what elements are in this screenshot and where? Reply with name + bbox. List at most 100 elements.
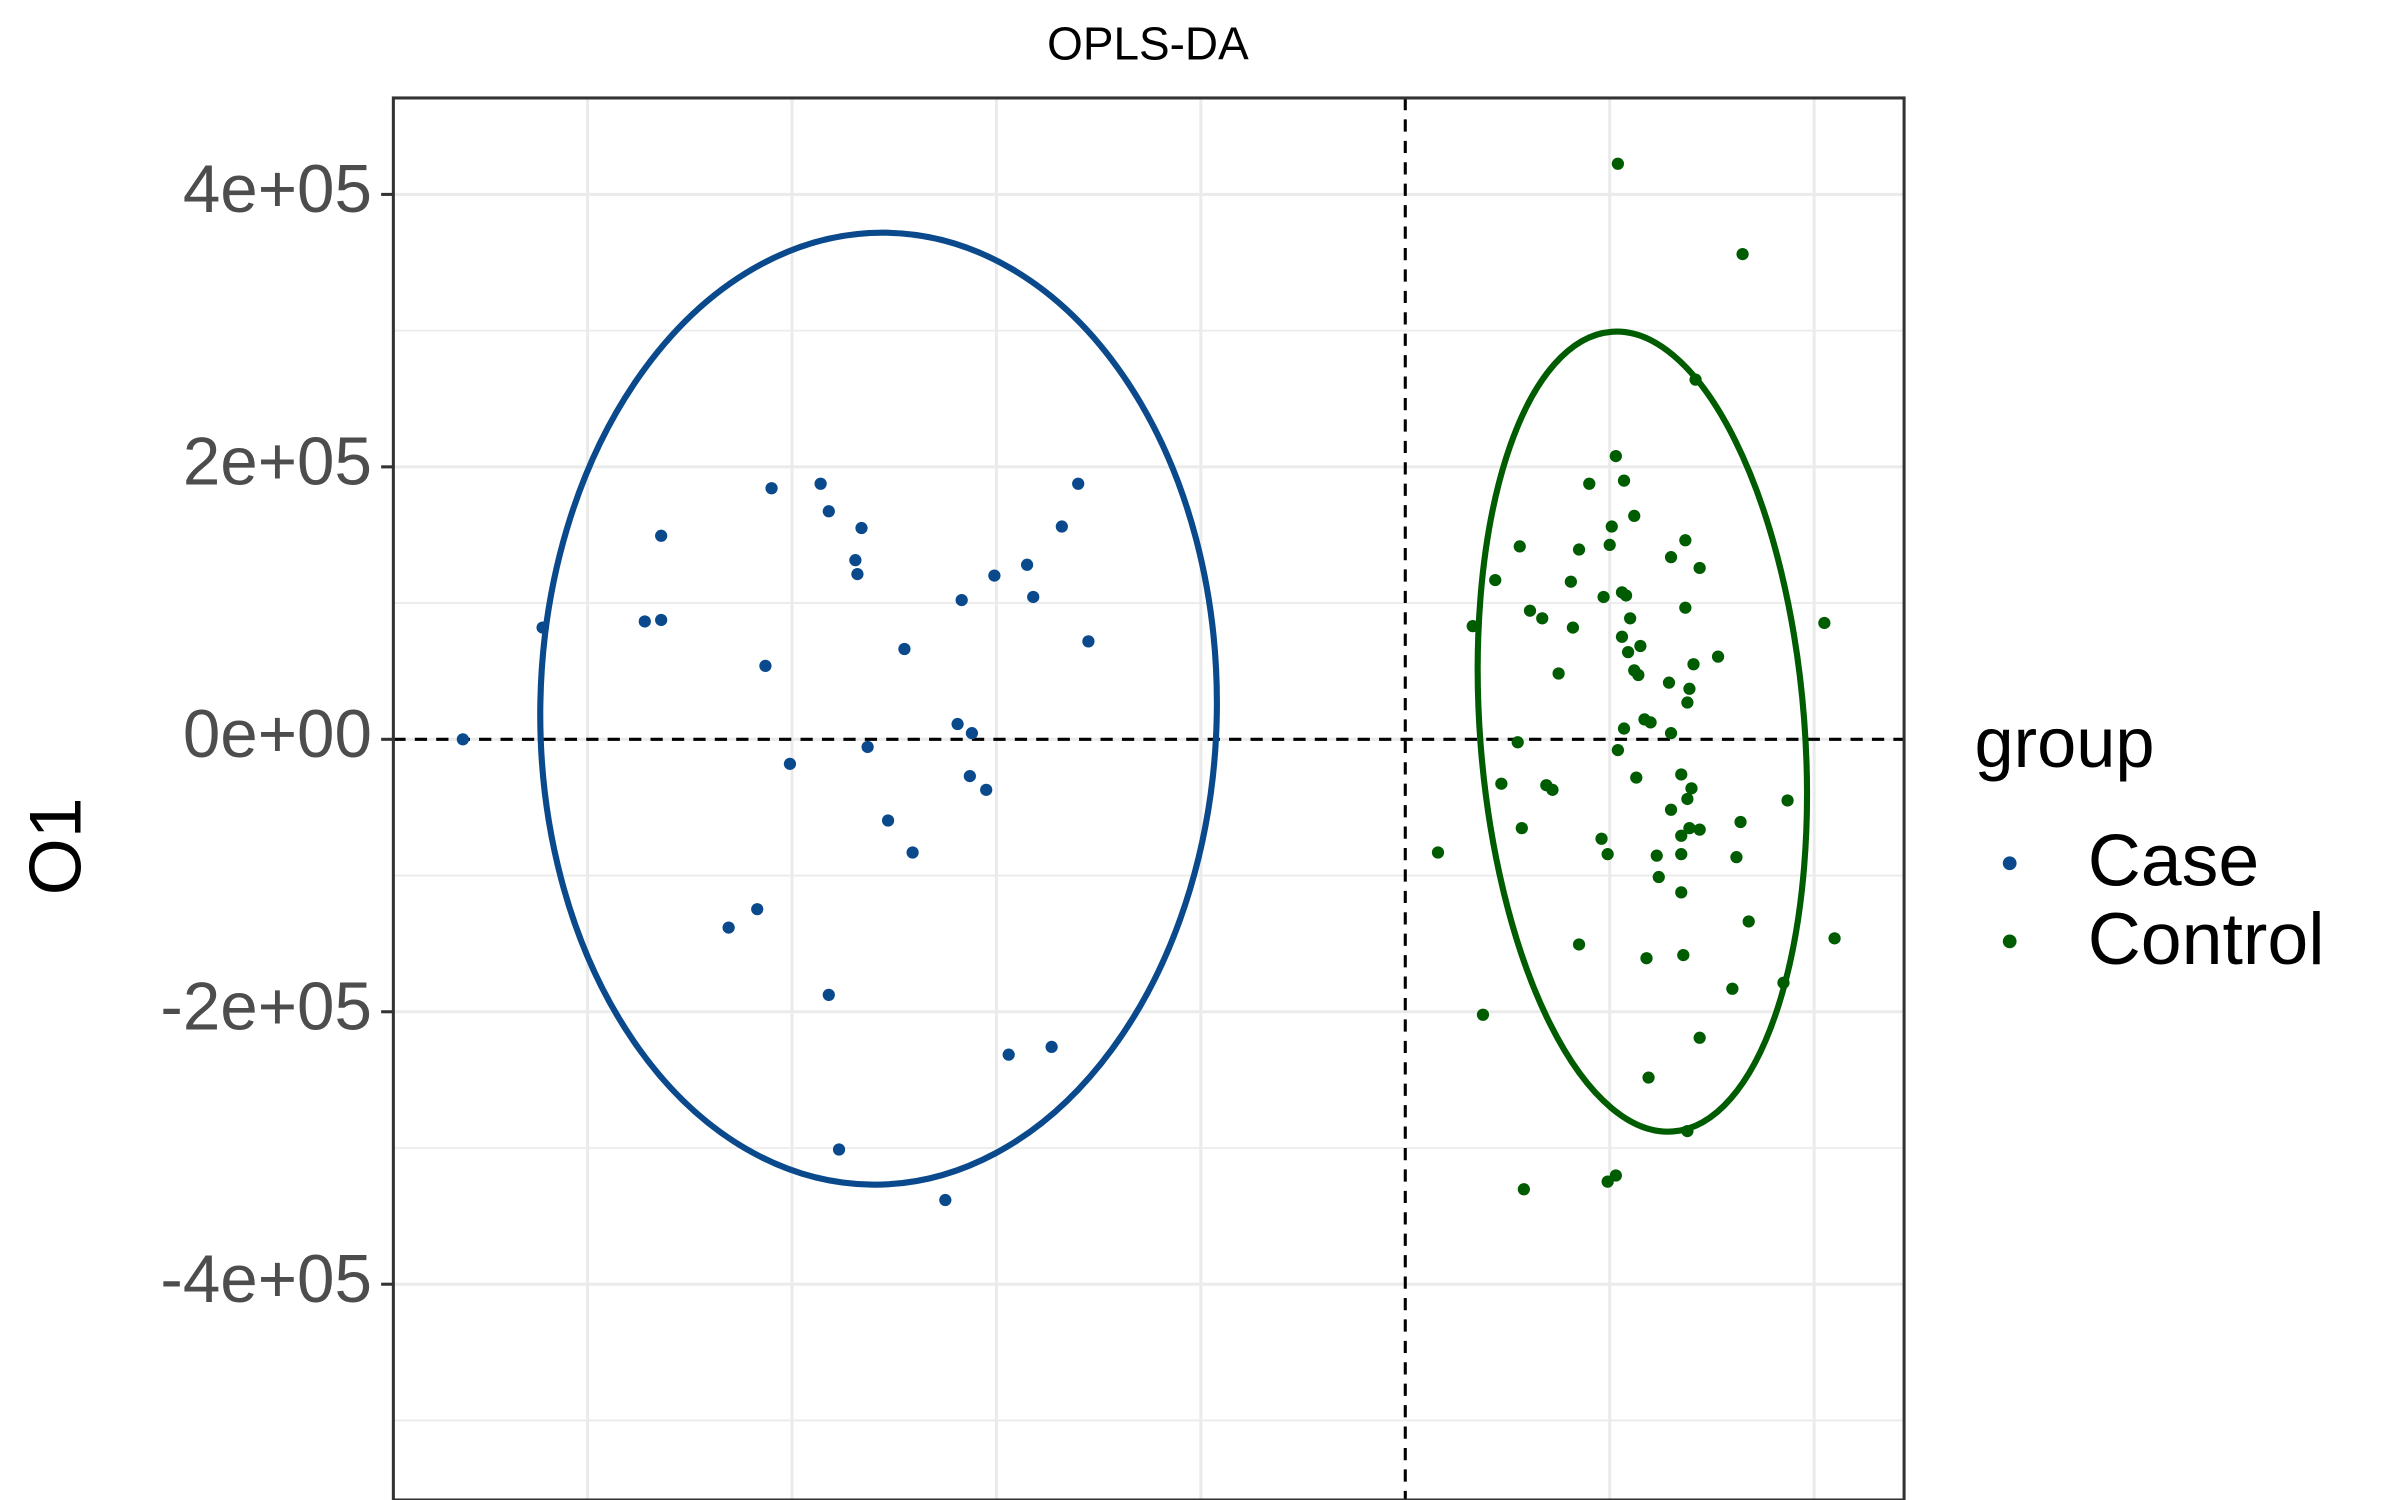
point <box>783 757 797 770</box>
point <box>1082 635 1095 648</box>
point <box>1609 449 1622 463</box>
point <box>1634 639 1647 653</box>
point <box>638 615 651 628</box>
point <box>965 727 979 740</box>
point <box>1679 601 1692 614</box>
point <box>1002 1048 1015 1061</box>
point <box>1572 543 1586 556</box>
point <box>1027 590 1040 604</box>
point <box>1583 477 1596 490</box>
point <box>861 740 874 754</box>
point <box>1624 612 1637 625</box>
point <box>1536 612 1549 625</box>
point <box>1677 948 1690 962</box>
point <box>1734 815 1747 829</box>
point <box>1644 716 1657 729</box>
point <box>1683 822 1696 835</box>
point <box>1601 848 1614 861</box>
point <box>1681 792 1694 806</box>
plot-background <box>393 97 1905 1500</box>
point <box>759 659 772 673</box>
point <box>1689 373 1702 386</box>
point <box>1595 832 1608 845</box>
point <box>1726 982 1739 995</box>
point <box>751 903 764 916</box>
ellipses <box>537 229 1811 1188</box>
point <box>1617 722 1631 735</box>
point <box>1513 540 1526 553</box>
point <box>1617 474 1631 487</box>
point <box>814 477 827 490</box>
point <box>1072 477 1085 490</box>
point <box>1681 696 1694 709</box>
point <box>1511 736 1524 749</box>
y-tick-label: 4e+05 <box>183 152 372 227</box>
point <box>1693 1031 1706 1044</box>
point <box>1679 534 1692 547</box>
point <box>951 717 964 731</box>
y-tick-label: 2e+05 <box>183 425 372 500</box>
point <box>1675 886 1688 899</box>
y-tick-label: -4e+05 <box>160 1242 372 1317</box>
point <box>722 921 735 934</box>
point <box>536 621 549 634</box>
point <box>1630 771 1643 784</box>
point <box>1818 616 1831 630</box>
points <box>456 157 1841 1207</box>
point <box>1605 520 1618 533</box>
point <box>1564 575 1577 588</box>
point <box>1683 682 1696 695</box>
point <box>1619 589 1633 602</box>
point <box>1777 976 1790 989</box>
point <box>1495 777 1508 790</box>
point <box>1664 803 1678 816</box>
point <box>939 1193 952 1207</box>
legend-marker <box>2002 934 2017 949</box>
point <box>1687 658 1700 671</box>
point <box>1693 561 1706 575</box>
legend-label: Case <box>2088 819 2259 902</box>
point <box>1642 1071 1655 1084</box>
point <box>765 482 778 495</box>
point <box>1632 668 1645 682</box>
point <box>1628 509 1641 523</box>
point <box>1603 538 1616 552</box>
point <box>1431 846 1445 859</box>
point <box>1601 1175 1614 1188</box>
point <box>1730 851 1743 864</box>
point <box>1552 667 1565 680</box>
point <box>849 554 862 567</box>
point <box>1652 870 1665 884</box>
point <box>955 593 968 607</box>
point <box>1489 573 1502 587</box>
point <box>1045 1040 1058 1054</box>
point <box>1611 157 1625 170</box>
legend-label: Control <box>2088 897 2325 980</box>
point <box>980 783 993 796</box>
chart-title: OPLS-DA <box>1047 18 1249 70</box>
y-axis-label: O1 <box>14 797 97 895</box>
point <box>906 846 919 859</box>
confidence-ellipse <box>1474 328 1811 1135</box>
point <box>1662 676 1676 689</box>
point <box>1566 621 1580 634</box>
point <box>963 769 976 783</box>
point <box>1742 915 1755 928</box>
point <box>988 569 1001 582</box>
point <box>1685 782 1698 795</box>
point <box>1621 646 1635 659</box>
legend-marker <box>2002 856 2017 871</box>
point <box>1611 743 1625 757</box>
point <box>1664 727 1678 740</box>
point <box>1640 952 1653 965</box>
point <box>1020 558 1034 571</box>
point <box>1466 619 1479 633</box>
point <box>1711 650 1725 663</box>
plot-border <box>391 96 1906 1500</box>
grid <box>393 97 1905 1500</box>
point <box>1681 1124 1694 1138</box>
point <box>832 1143 846 1156</box>
point <box>1781 794 1794 807</box>
point <box>1523 604 1537 617</box>
